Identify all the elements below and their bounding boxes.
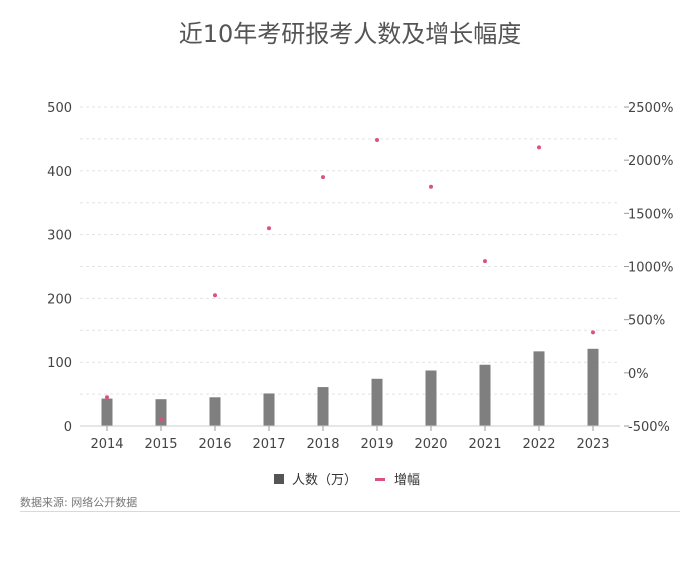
growth-point: [213, 293, 217, 298]
y-right-tick-label: -500%: [628, 420, 670, 435]
x-tick-label: 2016: [198, 437, 231, 452]
bar: [155, 399, 167, 426]
bar: [101, 398, 113, 426]
x-tick-label: 2023: [576, 437, 609, 452]
legend-label-growth: 增幅: [394, 473, 420, 488]
growth-point: [321, 175, 325, 180]
growth-point: [483, 259, 487, 264]
x-tick-label: 2017: [252, 437, 285, 452]
y-left-tick-label: 500: [47, 101, 72, 116]
y-left-tick-label: 200: [47, 292, 72, 307]
y-left-tick-label: 400: [47, 165, 72, 180]
growth-point: [375, 137, 379, 142]
y-right-tick-label: 2500%: [628, 101, 673, 116]
growth-point: [591, 330, 595, 335]
chart-title: 近10年考研报考人数及增长幅度: [178, 20, 522, 48]
x-tick-label: 2015: [144, 437, 177, 452]
x-tick-label: 2022: [522, 437, 555, 452]
growth-point: [537, 145, 541, 150]
bar: [587, 348, 599, 426]
bar: [317, 387, 329, 426]
growth-point: [267, 226, 271, 231]
y-right-tick-label: 2000%: [628, 154, 673, 169]
legend-label-bar: 人数（万）: [292, 473, 357, 488]
bar: [425, 370, 437, 426]
source-note: 数据来源: 网络公开数据: [20, 496, 138, 509]
footer-divider: [20, 511, 680, 512]
growth-point: [159, 417, 163, 422]
x-tick-label: 2014: [90, 437, 123, 452]
growth-point: [429, 184, 433, 189]
bar: [479, 364, 491, 426]
bar: [533, 351, 545, 426]
legend-layer: 人数（万） 增幅: [274, 473, 420, 488]
legend-swatch-growth: [375, 478, 385, 481]
y-right-tick-label: 1500%: [628, 207, 673, 222]
y-left-tick-label: 100: [47, 356, 72, 371]
growth-point: [105, 395, 109, 400]
bar: [371, 378, 383, 426]
grid-layer: [80, 106, 620, 395]
point-layer: [105, 137, 595, 422]
y-right-tick-label: 500%: [628, 314, 665, 329]
y-right-tick-label: 0%: [628, 367, 649, 382]
axis-layer: 0 100 200 300 400 500 -500% 0% 500% 1000% 1500% 200…: [47, 101, 673, 452]
x-tick-label: 2019: [360, 437, 393, 452]
legend-swatch-bar: [274, 474, 284, 484]
bar: [263, 393, 275, 426]
x-tick-label: 2018: [306, 437, 339, 452]
y-left-tick-label: 0: [64, 420, 72, 435]
y-right-tick-label: 1000%: [628, 261, 673, 276]
bar-layer: [101, 348, 599, 426]
y-left-tick-label: 300: [47, 229, 72, 244]
bar: [209, 397, 221, 426]
x-tick-label: 2020: [414, 437, 447, 452]
x-tick-label: 2021: [468, 437, 501, 452]
